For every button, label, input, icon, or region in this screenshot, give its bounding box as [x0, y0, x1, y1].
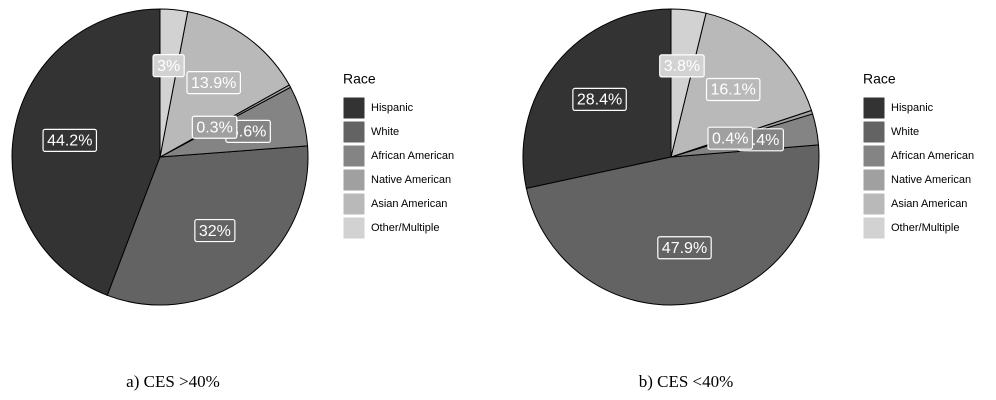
legend-label: Asian American	[371, 198, 447, 210]
value-label: 44.2%	[47, 133, 92, 150]
legend-key	[862, 120, 886, 144]
legend-key	[342, 96, 366, 120]
value-label: 16.1%	[710, 82, 755, 99]
legend-label: Other/Multiple	[371, 222, 439, 234]
legend-label: Hispanic	[371, 102, 414, 114]
value-label-box	[707, 126, 754, 150]
legend-label: Native American	[891, 174, 971, 186]
legend: Race Hispanic White African American Native …	[862, 71, 974, 240]
legend-key	[342, 216, 366, 240]
pie-slice	[159, 8, 189, 158]
value-label: 32%	[199, 223, 231, 240]
legend-key	[342, 192, 366, 216]
legend-title: Race	[343, 71, 376, 87]
value-label: 3%	[157, 58, 180, 75]
legend-label: Asian American	[891, 198, 967, 210]
pie-chart: 28.4%47.9%3.4%0.4%16.1%3.8%	[522, 8, 820, 306]
legend-key	[342, 168, 366, 192]
value-label: 0.3%	[196, 119, 232, 136]
legend-key	[342, 144, 366, 168]
value-label-box	[657, 236, 712, 260]
legend-title: Race	[863, 71, 896, 87]
value-label-box	[194, 218, 236, 243]
legend-label: Hispanic	[891, 102, 934, 114]
value-label-box	[186, 70, 241, 95]
value-label: 13.9%	[191, 75, 236, 92]
legend-label: White	[891, 126, 919, 138]
value-label-box	[705, 77, 761, 102]
legend-label: Other/Multiple	[891, 222, 959, 234]
legend-key	[862, 168, 886, 192]
legend-key	[342, 120, 366, 144]
value-label: 28.4%	[577, 92, 622, 109]
legend-key	[862, 192, 886, 216]
legend-label: African American	[371, 150, 454, 162]
legend-key	[862, 144, 886, 168]
pie-chart: 44.2% 32% 6.6%0.3% 13.9% 3%	[11, 8, 309, 306]
legend-label: African American	[891, 150, 974, 162]
legend: Race Hispanic White African American Native …	[342, 71, 454, 240]
pie-slice	[525, 144, 820, 306]
caption: a) CES >40%	[126, 372, 220, 391]
value-label-box	[152, 54, 185, 78]
legend-key	[862, 216, 886, 240]
legend-key	[862, 96, 886, 120]
legend-label: White	[371, 126, 399, 138]
value-label-box	[572, 87, 627, 112]
caption: b) CES <40%	[639, 372, 734, 391]
legend-label: Native American	[371, 174, 451, 186]
value-label: 6.6%	[230, 124, 266, 141]
pie-slice	[670, 8, 707, 158]
value-label-box	[42, 128, 98, 152]
value-label: 3.8%	[664, 58, 700, 75]
value-label-box	[659, 54, 705, 78]
value-label: 0.4%	[712, 130, 748, 147]
value-label: 47.9%	[662, 240, 707, 257]
value-label-box	[191, 115, 238, 139]
pie-slice	[11, 8, 161, 296]
